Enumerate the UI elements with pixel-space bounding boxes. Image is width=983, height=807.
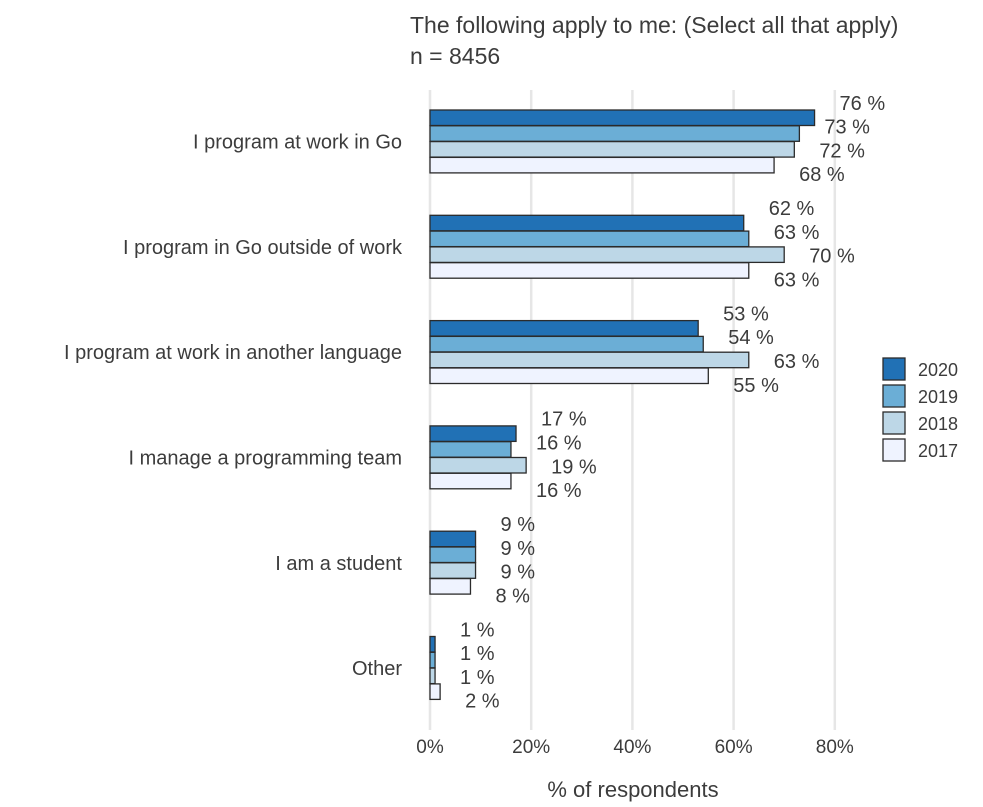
- category-label: I program at work in another language: [64, 342, 402, 364]
- bar-2019-2: [429, 335, 704, 353]
- legend-swatch-2018: [882, 411, 906, 435]
- bar-2019-4: [429, 546, 477, 564]
- bar-2018-3: [429, 456, 527, 474]
- data-label-2019: 16 %: [536, 432, 582, 454]
- x-tick-80: 80%: [816, 737, 854, 758]
- bar-2017-2: [429, 367, 709, 385]
- data-label-2020: 17 %: [541, 409, 587, 431]
- category-label: I program at work in Go: [193, 132, 402, 154]
- data-label-2017: 68 %: [799, 164, 845, 186]
- bar-2017-1: [429, 262, 750, 279]
- bar-2020-2: [429, 319, 699, 337]
- bar-2017-3: [429, 472, 512, 490]
- data-label-2018: 72 %: [819, 140, 865, 162]
- data-label-2018: 63 %: [774, 351, 820, 373]
- data-labels: 76 %73 %72 %68 %62 %63 %70 %63 %53 %54 %…: [460, 93, 885, 713]
- x-tick-20: 20%: [512, 737, 550, 758]
- data-label-2020: 76 %: [840, 93, 886, 115]
- legend: 2020 2019 2018 2017: [882, 357, 958, 462]
- x-tick-40: 40%: [613, 737, 651, 758]
- category-label: I program in Go outside of work: [123, 237, 403, 259]
- bar-2018-2: [429, 351, 750, 369]
- legend-label-2020: 2020: [918, 360, 958, 380]
- bar-2020-0: [429, 109, 816, 127]
- bar-2018-5: [429, 667, 436, 685]
- bar-2018-0: [429, 140, 795, 158]
- bars: [429, 109, 816, 701]
- data-label-2019: 1 %: [460, 643, 495, 665]
- chart-subtitle: n = 8456: [410, 43, 500, 69]
- legend-label-2017: 2017: [918, 441, 958, 461]
- data-label-2020: 53 %: [723, 303, 769, 325]
- data-label-2017: 8 %: [495, 585, 530, 607]
- bar-2017-4: [429, 577, 472, 595]
- bar-2019-1: [429, 230, 750, 248]
- bar-2019-0: [429, 125, 801, 142]
- x-tick-60: 60%: [715, 737, 753, 758]
- category-label: I manage a programming team: [129, 448, 402, 470]
- data-label-2019: 9 %: [501, 538, 536, 560]
- data-label-2017: 16 %: [536, 480, 582, 502]
- category-label: I am a student: [275, 553, 402, 575]
- legend-label-2018: 2018: [918, 414, 958, 434]
- data-label-2017: 2 %: [465, 691, 500, 713]
- data-label-2020: 62 %: [769, 198, 815, 220]
- category-label: Other: [352, 658, 402, 680]
- bar-2020-4: [429, 530, 477, 548]
- gridlines: [428, 90, 837, 730]
- data-label-2018: 1 %: [460, 667, 495, 689]
- x-axis-label: % of respondents: [547, 777, 718, 802]
- bar-2020-3: [429, 425, 517, 443]
- legend-swatch-2019: [882, 384, 906, 408]
- data-label-2019: 54 %: [728, 327, 774, 349]
- bar-2020-1: [429, 214, 745, 232]
- data-label-2019: 73 %: [824, 117, 870, 139]
- bar-2017-5: [429, 683, 441, 701]
- x-tick-0: 0%: [416, 737, 444, 758]
- bar-2018-4: [429, 562, 477, 579]
- category-labels: I program at work in Go I program in Go o…: [64, 132, 403, 680]
- data-label-2018: 70 %: [809, 246, 855, 268]
- data-label-2018: 9 %: [501, 562, 536, 584]
- data-label-2017: 63 %: [774, 269, 820, 291]
- bar-2019-5: [429, 651, 436, 669]
- legend-label-2019: 2019: [918, 387, 958, 407]
- data-label-2020: 1 %: [460, 619, 495, 641]
- data-label-2020: 9 %: [501, 514, 536, 536]
- bar-2018-1: [429, 246, 785, 264]
- data-label-2017: 55 %: [733, 375, 779, 397]
- bar-2017-0: [429, 156, 775, 174]
- bar-2020-5: [429, 635, 436, 653]
- chart-title: The following apply to me: (Select all t…: [410, 12, 898, 38]
- legend-swatch-2017: [882, 438, 906, 462]
- bar-2019-3: [429, 441, 512, 458]
- data-label-2019: 63 %: [774, 222, 820, 244]
- x-axis-ticks: 0% 20% 40% 60% 80%: [416, 737, 854, 758]
- data-label-2018: 19 %: [551, 456, 597, 478]
- legend-swatch-2020: [882, 357, 906, 381]
